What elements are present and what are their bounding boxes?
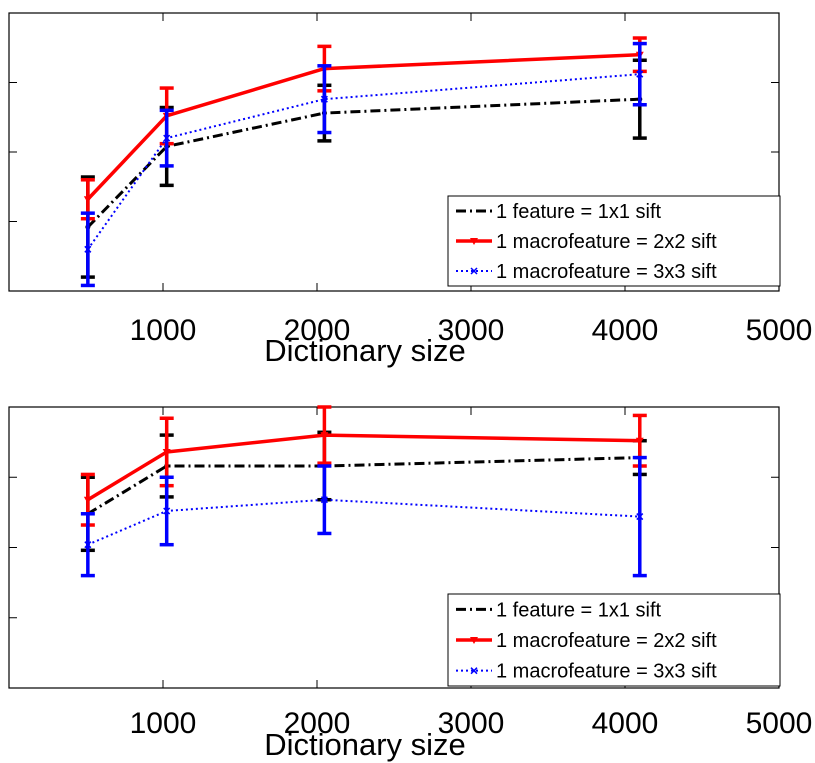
legend-marker: [470, 238, 478, 245]
x-tick-label: 5000: [746, 314, 813, 347]
data-point: [163, 507, 171, 515]
legend-marker: [470, 667, 478, 675]
x-tick-label: 4000: [592, 314, 659, 347]
x-axis-label-bottom: Dictionary size: [264, 727, 466, 762]
data-point: [636, 70, 644, 78]
x-tick-label: 3000: [438, 314, 505, 347]
data-point: [636, 513, 644, 521]
data-point: [83, 496, 92, 504]
x-tick-label: 3000: [438, 707, 505, 740]
chart-top: 1000 2000 3000 4000 5000 1 feature = 1x1 sift…: [8, 12, 813, 347]
data-point: [635, 437, 644, 445]
legend-label: 1 macrofeature = 2x2 sift: [496, 630, 717, 652]
data-point: [320, 95, 328, 103]
legend-box: [447, 195, 781, 287]
legend-label: 1 feature = 1x1 sift: [496, 201, 662, 223]
series-line: [86, 433, 640, 502]
x-tick-label: 1000: [130, 314, 197, 347]
legend-label: 1 feature = 1x1 sift: [496, 599, 662, 621]
data-point: [320, 432, 329, 440]
data-point: [163, 134, 171, 142]
x-tick-label: 4000: [592, 707, 659, 740]
legend-label: 1 macrofeature = 2x2 sift: [496, 231, 717, 253]
legend-label: 1 macrofeature = 3x3 sift: [496, 661, 717, 683]
data-point: [320, 496, 328, 504]
series-line: [87, 498, 640, 546]
series-line: [87, 73, 640, 250]
data-point: [162, 448, 171, 456]
legend: 1 feature = 1x1 sift 1 macrofeature = 2x2…: [447, 593, 781, 687]
data-point: [83, 196, 92, 204]
legend: 1 feature = 1x1 sift 1 macrofeature = 2x2…: [447, 195, 781, 287]
chart-bottom: 1000 2000 3000 4000 5000 1 feature = 1x1 sift…: [8, 405, 813, 740]
x-axis-label-top: Dictionary size: [264, 333, 466, 368]
data-point: [84, 245, 92, 253]
legend-box: [447, 593, 781, 687]
legend-marker: [470, 637, 478, 644]
series-line: [86, 52, 640, 201]
x-tick-label: 2000: [284, 707, 351, 740]
x-tick-label: 5000: [746, 707, 813, 740]
data-point: [84, 541, 92, 549]
x-tick-label: 2000: [284, 314, 351, 347]
legend-label: 1 macrofeature = 3x3 sift: [496, 261, 717, 283]
series-2: [80, 455, 647, 578]
legend-marker: [470, 267, 478, 275]
series-2: [80, 41, 647, 288]
x-tick-label: 1000: [130, 707, 197, 740]
series-line: [87, 456, 640, 516]
